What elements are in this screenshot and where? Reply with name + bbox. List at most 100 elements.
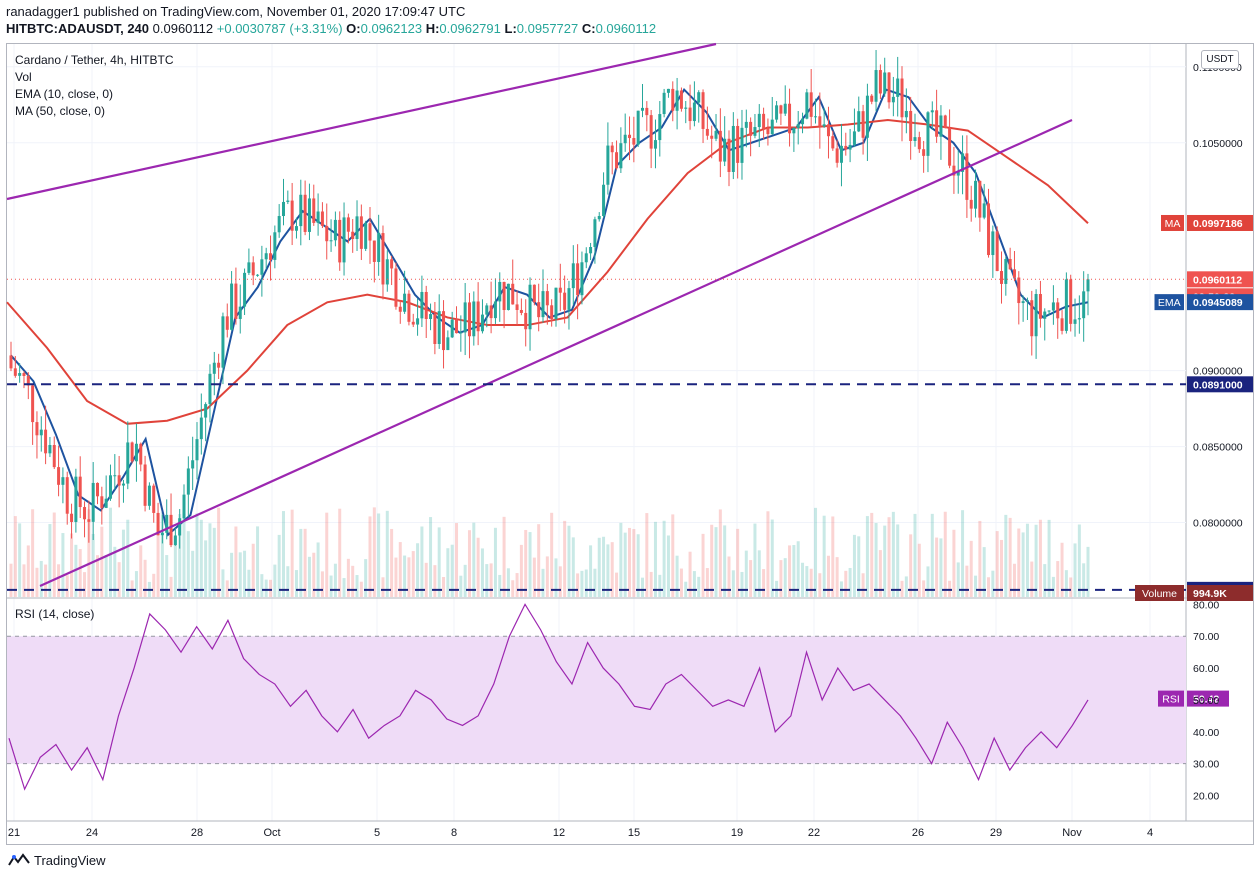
footer-brand[interactable]: TradingView (8, 852, 106, 868)
volume-bar (108, 507, 112, 597)
candle-body (597, 216, 601, 220)
low-value: 0.0957727 (516, 21, 579, 36)
volume-bar (35, 567, 39, 597)
volume-bar (442, 576, 446, 597)
candle-body (424, 291, 428, 320)
volume-bar (299, 528, 303, 597)
volume-bar (433, 565, 437, 597)
volume-bar (48, 524, 52, 597)
candle-body (865, 95, 869, 138)
ema-line (10, 87, 1089, 537)
volume-bar (511, 580, 515, 597)
volume-bar (1043, 564, 1047, 597)
rsi-tick-label: 80.00 (1193, 599, 1219, 611)
volume-bar (493, 527, 497, 597)
candle-body (930, 110, 934, 113)
volume-bar (217, 507, 221, 597)
candle-body (312, 198, 316, 223)
candle-body (550, 305, 554, 320)
volume-bar (225, 580, 229, 597)
candle-body (662, 92, 666, 115)
volume-bar (891, 511, 895, 597)
candle-body (420, 291, 424, 319)
candle-body (649, 115, 653, 149)
volume-bar (593, 568, 597, 597)
volume-bar (26, 545, 30, 597)
candle-body (558, 287, 562, 293)
candle-body (489, 305, 493, 319)
candle-body (100, 496, 104, 508)
volume-bar (883, 525, 887, 597)
volume-bar (974, 575, 978, 597)
volume-bar (753, 523, 757, 597)
time-tick-label: 29 (990, 827, 1002, 839)
volume-bar (351, 565, 355, 597)
candle-body (126, 442, 130, 484)
candle-body (294, 226, 298, 231)
candle-body (104, 498, 108, 508)
candle-body (783, 103, 787, 114)
candle-body (831, 136, 835, 149)
candle-body (256, 274, 260, 276)
volume-bar (372, 507, 376, 597)
candle-body (999, 271, 1003, 284)
footer-brand-label: TradingView (34, 852, 106, 868)
volume-bar (9, 563, 13, 597)
candle-body (528, 284, 532, 330)
candle-body (948, 127, 952, 166)
volume-bar (987, 577, 991, 597)
candle-body (117, 475, 121, 486)
volume-bar (91, 533, 95, 597)
currency-button[interactable]: USDT (1201, 50, 1239, 69)
volume-bar (1038, 519, 1042, 597)
candle-body (26, 375, 30, 386)
volume-bar (653, 521, 657, 597)
candle-body (835, 148, 839, 163)
volume-bar (429, 517, 433, 597)
last-price: 0.0960112 (152, 21, 214, 36)
candle-body (688, 107, 692, 122)
volume-bar (857, 536, 861, 597)
candle-body (485, 305, 489, 315)
volume-bar (338, 508, 342, 597)
price-tick-label: 0.1050000 (1193, 138, 1243, 150)
candle-body (139, 443, 143, 465)
price-axis-label (1187, 271, 1253, 288)
candle-body (770, 119, 774, 135)
candle-body (632, 138, 636, 145)
volume-bar (524, 529, 528, 597)
candle-body (653, 140, 657, 149)
candle-body (891, 96, 895, 103)
symbol-name[interactable]: HITBTC:ADAUSDT, 240 (6, 21, 150, 36)
volume-bar (779, 560, 783, 597)
candle-body (152, 485, 156, 513)
candle-body (606, 145, 610, 185)
candle-body (775, 105, 779, 120)
volume-bar (636, 534, 640, 597)
candle-body (900, 78, 904, 118)
candle-body (260, 259, 264, 275)
chart-title-legend: Cardano / Tether, 4h, HITBTC (15, 53, 174, 67)
volume-bar (801, 562, 805, 597)
rsi-legend: RSI (14, close) (15, 607, 95, 621)
candle-body (385, 259, 389, 285)
time-tick-label: 8 (451, 827, 457, 839)
volume-bar (385, 510, 389, 597)
volume-bar (1073, 543, 1077, 597)
lower-channel-trendline (39, 118, 1073, 588)
candle-body (779, 105, 783, 114)
volume-bar (770, 519, 774, 597)
volume-bar (580, 570, 584, 597)
candle-body (173, 535, 177, 546)
rsi-label-tag-text: RSI (1162, 694, 1180, 706)
candle-body (727, 138, 731, 172)
candle-body (1082, 291, 1086, 319)
candle-body (887, 72, 891, 103)
candle-body (493, 301, 497, 319)
candle-body (13, 368, 17, 376)
price-axis-label-text: 0.0960112 (1193, 274, 1242, 286)
candle-body (537, 302, 541, 318)
open-value: 0.0962123 (360, 21, 423, 36)
volume-bar (727, 556, 731, 597)
